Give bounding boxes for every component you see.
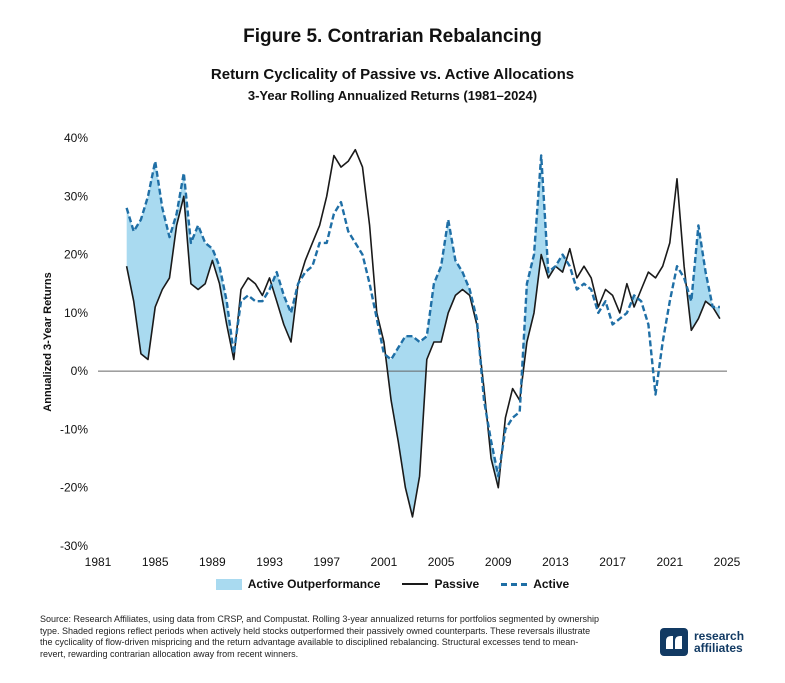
legend-outperformance: Active Outperformance: [215, 577, 381, 591]
x-tick-label: 1985: [142, 555, 169, 569]
x-tick-label: 2001: [371, 555, 398, 569]
legend-active-label: Active: [533, 577, 570, 591]
y-tick-label: 20%: [64, 248, 88, 262]
x-tick-label: 1993: [256, 555, 283, 569]
x-tick-label: 2009: [485, 555, 512, 569]
legend-passive: Passive: [402, 577, 479, 591]
outperformance-shading: [126, 149, 720, 517]
source-note: Source: Research Affiliates, using data …: [40, 614, 599, 659]
logo-line2: affiliates: [694, 641, 743, 655]
x-tick-label: 2017: [599, 555, 626, 569]
y-tick-label: 10%: [64, 306, 88, 320]
x-tick-label: 2013: [542, 555, 569, 569]
y-tick-label: -30%: [60, 539, 88, 553]
legend-outperformance-swatch: [215, 578, 242, 590]
x-tick-label: 1989: [199, 555, 226, 569]
legend-passive-swatch: [402, 583, 429, 585]
y-axis-ticks: -30% -20% -10% 0% 10% 20% 30% 40%: [60, 131, 88, 553]
chart-subtitle: 3-Year Rolling Annualized Returns (1981–…: [247, 88, 538, 103]
passive-series: [125, 148, 721, 518]
y-tick-label: 30%: [64, 189, 88, 203]
research-affiliates-logo: research affiliates: [660, 628, 744, 656]
legend-outperformance-label: Active Outperformance: [247, 577, 381, 591]
y-tick-label: 40%: [64, 131, 88, 145]
legend-active-swatch: [501, 582, 528, 586]
y-axis-label: Annualized 3-Year Returns: [42, 272, 54, 412]
x-tick-label: 2021: [656, 555, 683, 569]
legend-passive-label: Passive: [434, 577, 480, 591]
x-tick-label: 1981: [85, 555, 112, 569]
x-axis-ticks: 1981 1985 1989 1993 1997 2001 2005 2009 2013 2017…: [85, 555, 741, 569]
outperformance-area: [126, 149, 720, 517]
y-tick-label: -20%: [60, 481, 88, 495]
legend: Active Outperformance Passive Active: [0, 577, 785, 591]
logo-text: research affiliates: [694, 630, 744, 654]
logo-icon: [660, 628, 688, 656]
active-line: [125, 154, 720, 478]
x-tick-label: 2005: [428, 555, 455, 569]
x-tick-label: 2025: [714, 555, 741, 569]
logo-line1: research: [694, 629, 745, 643]
chart-title: Return Cyclicality of Passive vs. Active…: [210, 66, 575, 83]
y-tick-label: -10%: [60, 422, 88, 436]
legend-active: Active: [501, 577, 569, 591]
x-tick-label: 1997: [313, 555, 340, 569]
passive-line: [125, 148, 721, 518]
active-series: [125, 154, 720, 478]
y-tick-label: 0%: [71, 364, 89, 378]
figure-title: Figure 5. Contrarian Rebalancing: [243, 26, 542, 47]
